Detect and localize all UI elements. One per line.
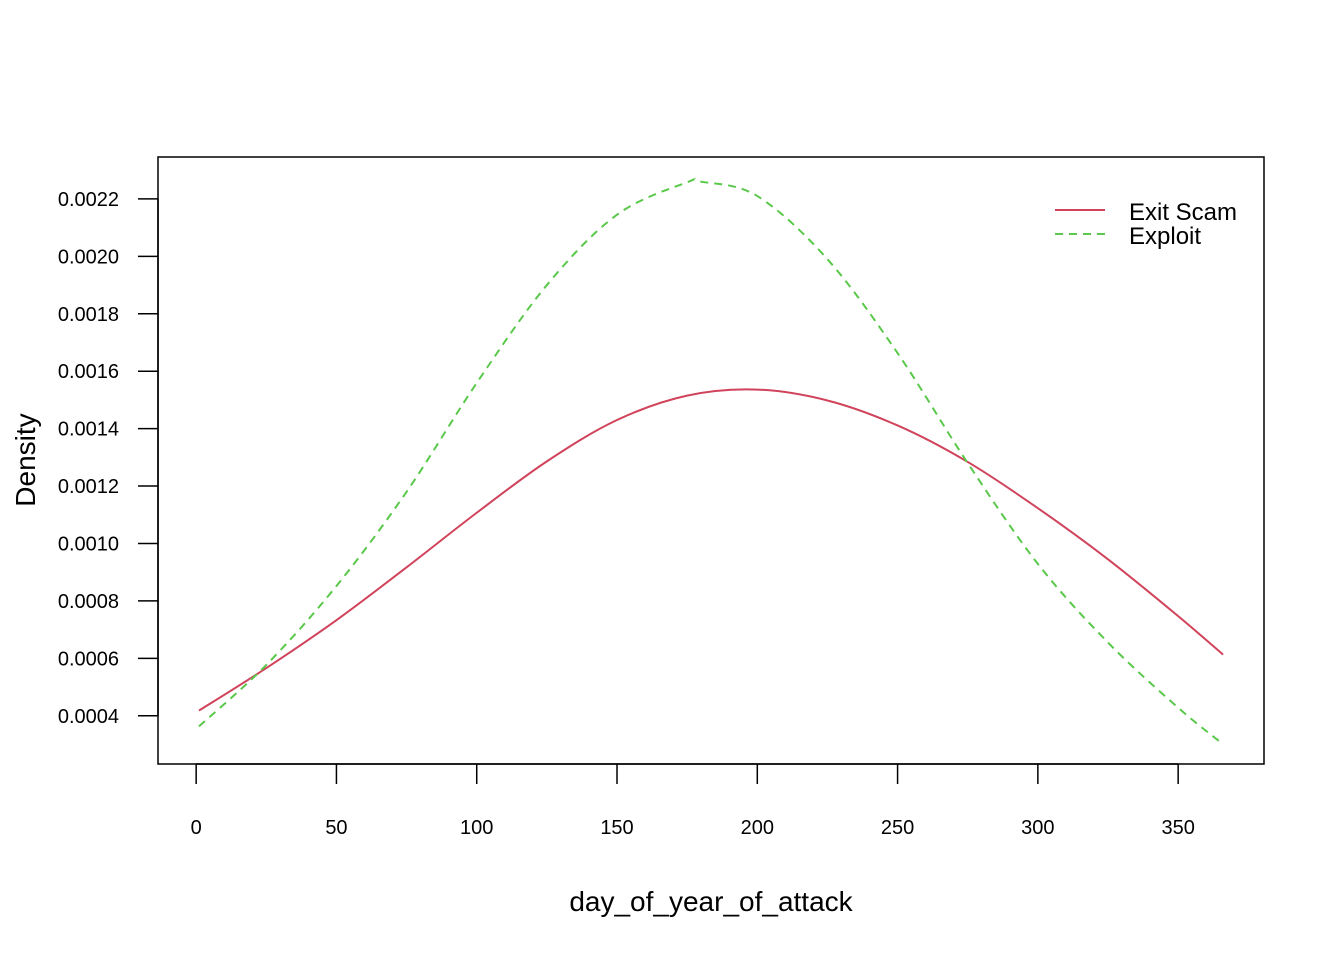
x-tick-label: 300 — [1021, 817, 1054, 839]
x-tick-label: 250 — [881, 817, 914, 839]
x-tick-label: 100 — [460, 817, 493, 839]
x-tick-label: 0 — [191, 817, 202, 839]
y-tick-label: 0.0010 — [58, 533, 119, 555]
y-tick-label: 0.0008 — [58, 591, 119, 613]
x-axis-title: day_of_year_of_attack — [569, 886, 853, 917]
y-tick-label: 0.0006 — [58, 648, 119, 670]
y-tick-label: 0.0020 — [58, 246, 119, 268]
y-axis: 0.0004 0.0006 0.0008 0.0010 0.0012 0.0014 0.00… — [58, 189, 159, 728]
y-axis-title: Density — [10, 413, 41, 506]
x-tick-label: 150 — [600, 817, 633, 839]
x-axis: 0 50 100 150 200 250 300 350 — [191, 763, 1195, 839]
x-tick-label: 200 — [741, 817, 774, 839]
y-tick-label: 0.0004 — [58, 706, 119, 728]
series-layer — [198, 178, 1224, 745]
series-line-exploit — [198, 178, 1224, 745]
y-tick-label: 0.0018 — [58, 304, 119, 326]
y-tick-label: 0.0012 — [58, 476, 119, 498]
plot-frame — [157, 156, 1265, 765]
legend-label: Exit Scam — [1129, 199, 1237, 226]
legend-label: Exploit — [1129, 223, 1201, 250]
x-tick-label: 50 — [325, 817, 347, 839]
x-tick-label: 350 — [1161, 817, 1194, 839]
y-tick-label: 0.0016 — [58, 361, 119, 383]
y-tick-label: 0.0022 — [58, 189, 119, 211]
series-line-exit-scam — [198, 388, 1224, 712]
y-tick-label: 0.0014 — [58, 419, 119, 441]
